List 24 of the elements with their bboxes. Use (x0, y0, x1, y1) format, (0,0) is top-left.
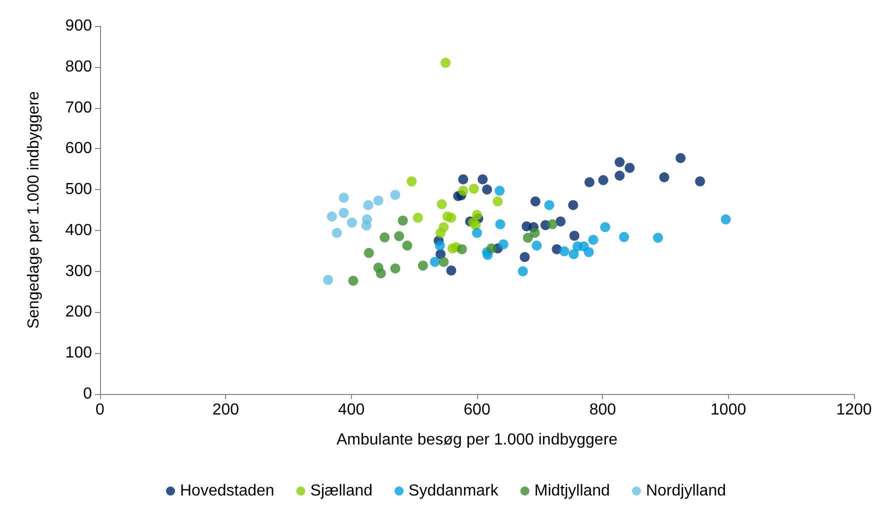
y-tick-label: 0 (83, 386, 92, 402)
legend-label: Midtjylland (534, 482, 610, 500)
legend-label: Syddanmark (408, 482, 500, 500)
y-tick-label: 700 (65, 99, 92, 116)
legend-label: Nordjylland (646, 482, 726, 500)
y-tick-label: 500 (65, 181, 92, 198)
x-tick-label: 800 (589, 402, 616, 418)
legend-label: Hovedstaden (180, 482, 274, 500)
x-tick-label: 1200 (836, 402, 872, 418)
x-tick-label: 600 (464, 402, 490, 418)
y-axis-title: Sengedage per 1.000 indbyggere (26, 91, 42, 329)
y-tick-label: 600 (65, 140, 92, 158)
y-tick-label: 100 (65, 344, 92, 362)
x-tick-label: 1000 (710, 402, 746, 418)
y-tick-label: 300 (65, 262, 92, 280)
x-tick-label: 400 (338, 402, 365, 418)
legend-label: Sjælland (310, 482, 373, 500)
y-tick-label: 900 (65, 18, 92, 34)
x-axis-title: Ambulante besøg per 1.000 indbyggere (336, 432, 618, 448)
y-tick-label: 200 (65, 304, 92, 321)
y-tick-label: 400 (65, 222, 92, 239)
x-tick-label: 0 (96, 402, 105, 418)
x-tick-label: 200 (212, 402, 240, 418)
y-tick-label: 800 (65, 58, 92, 76)
